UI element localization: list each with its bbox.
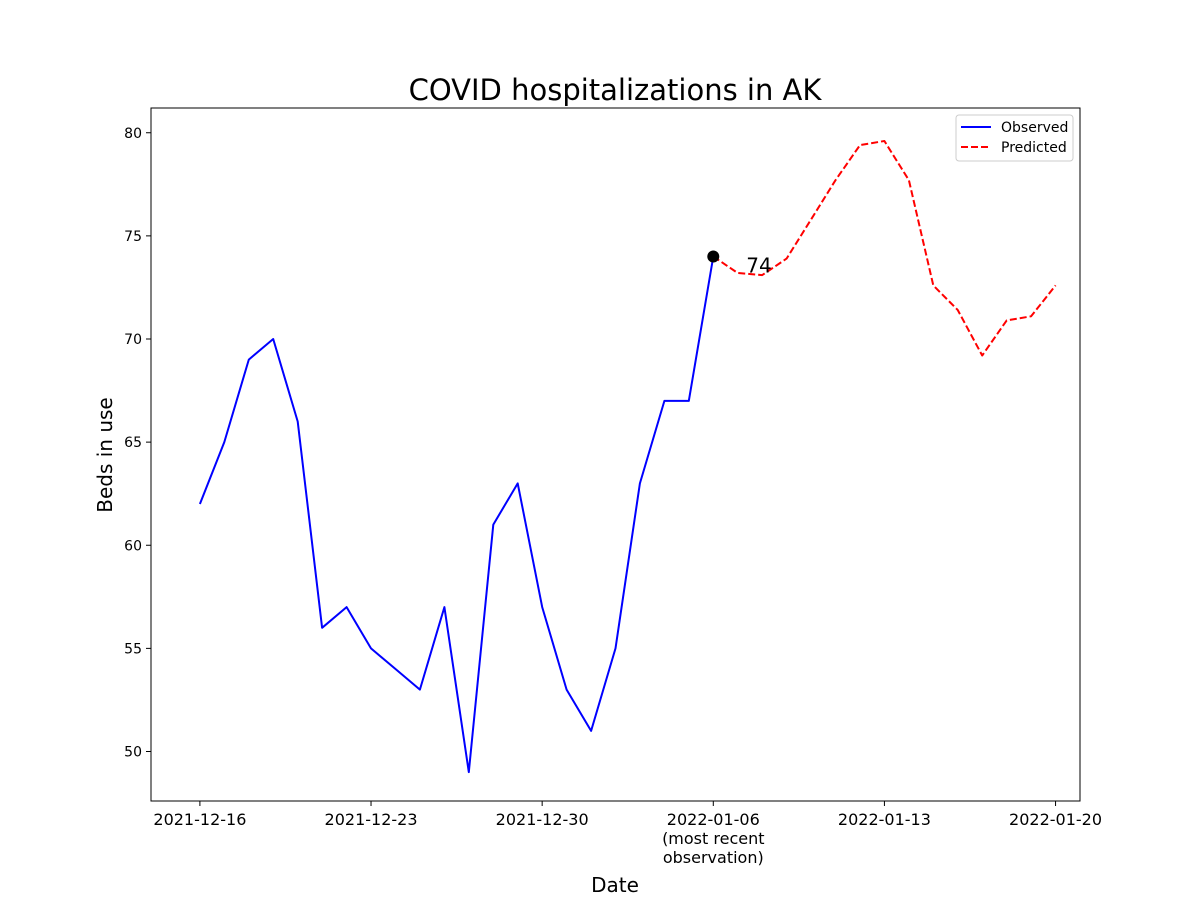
y-tick-label: 55 bbox=[124, 641, 142, 657]
series-line-observed bbox=[198, 256, 715, 774]
axes-frame bbox=[150, 107, 1081, 802]
last-observation-value: 74 bbox=[746, 254, 771, 278]
y-tick-label: 75 bbox=[124, 229, 142, 245]
y-tick-label: 65 bbox=[124, 435, 142, 451]
y-tick-label: 80 bbox=[124, 126, 142, 142]
y-tick-label: 60 bbox=[124, 538, 142, 554]
x-tick-label: 2021-12-30 bbox=[496, 810, 589, 829]
x-tick-label: (most recent bbox=[662, 829, 764, 848]
y-tick-label: 70 bbox=[124, 332, 142, 348]
legend: Observed Predicted bbox=[955, 114, 1074, 162]
y-axis-label: Beds in use bbox=[93, 397, 117, 513]
x-tick-label: 2022-01-06 bbox=[667, 810, 760, 829]
series-line-predicted bbox=[712, 140, 1057, 357]
x-tick-label: observation) bbox=[663, 848, 764, 867]
last-observation-marker bbox=[707, 250, 720, 263]
legend-label-predicted: Predicted bbox=[1001, 140, 1067, 156]
x-tick-label: 2021-12-16 bbox=[153, 810, 246, 829]
x-tick-label: 2021-12-23 bbox=[325, 810, 418, 829]
x-axis-label: Date bbox=[591, 873, 639, 897]
y-tick-label: 50 bbox=[124, 745, 142, 761]
x-tick-label: 2022-01-13 bbox=[838, 810, 931, 829]
legend-label-observed: Observed bbox=[1001, 120, 1068, 136]
chart-title: COVID hospitalizations in AK bbox=[409, 73, 823, 107]
plot-area: 50 55 60 65 70 75 80 2021-12-16 2021-12-23 2021-1… bbox=[124, 107, 1102, 867]
x-tick-label: 2022-01-20 bbox=[1009, 810, 1102, 829]
